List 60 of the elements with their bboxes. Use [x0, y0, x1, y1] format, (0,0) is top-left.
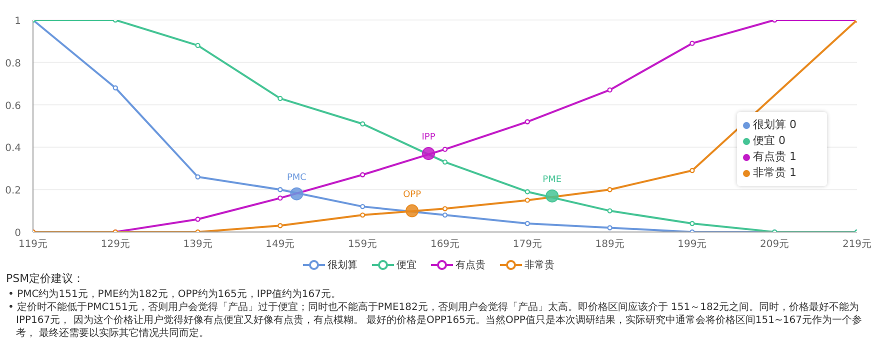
point — [607, 208, 612, 214]
x-tick-label: 159元 — [348, 239, 378, 250]
x-tick-label: 119元 — [18, 239, 48, 250]
legend-label: 有点贵 — [454, 258, 486, 272]
point — [690, 220, 695, 226]
x-tick-label: 189元 — [595, 239, 624, 250]
point — [524, 198, 530, 203]
point — [607, 187, 612, 192]
point — [524, 220, 530, 226]
point — [360, 212, 366, 218]
point — [195, 216, 200, 222]
legend-label: 非常贵 — [524, 258, 554, 272]
legend-label: 便宜 — [396, 258, 416, 272]
annotation: IPP — [422, 132, 436, 143]
point — [195, 174, 200, 180]
point — [360, 204, 366, 210]
y-tick-label: 0.6 — [5, 100, 21, 112]
x-tick-label: 209元 — [760, 239, 790, 250]
point — [442, 159, 448, 165]
point — [442, 146, 448, 152]
point — [360, 172, 366, 178]
x-tick-label: 179元 — [512, 239, 542, 250]
y-tick-label: 1 — [14, 16, 21, 27]
x-tick-label: 199元 — [678, 239, 707, 250]
annotation: OPP — [403, 190, 422, 200]
point — [442, 212, 448, 218]
y-tick-label: 0.2 — [5, 186, 21, 197]
x-tick-label: 149元 — [266, 239, 295, 250]
point — [360, 121, 366, 126]
annotation: 很划算 0 — [753, 117, 796, 133]
point — [195, 42, 200, 48]
point — [278, 195, 283, 201]
point — [112, 85, 118, 90]
text: PSM定价建议： — [6, 272, 86, 285]
y-tick-label: 0.4 — [5, 143, 21, 154]
annotation: 便宜 0 — [753, 133, 786, 149]
annotation: PMC — [286, 172, 306, 183]
point — [690, 40, 695, 46]
y-tick-label: 0 — [14, 228, 21, 239]
text: • 定价时不能低于PMC151元，否则用户会觉得「产品」过于便宜；同时也不能高于PME182元，否则用户会觉得「产品」太高。即价格区间应该介于 151～182元之间。同时，价格最好不能为IPP167元， 因为这个价格让用户觉得好像有点便宜又好像有点贵，有点模糊。 最好的价格是OPP165元。当然OPP值只是本次调研结果，实际研究中通常会将价格区间151~167元作为一个参考， 最终还需要以实际其它情况共同而定。 — [7, 301, 863, 340]
point — [524, 189, 530, 194]
text: • PMC约为151元，PME约为182元，OPP约为165元，IPP值约为167元。 — [7, 288, 342, 301]
line-series — [33, 20, 857, 232]
annotation: PME — [542, 174, 562, 185]
point — [278, 96, 283, 102]
annotation: 有点贵 1 — [753, 149, 796, 165]
y-tick-label: 0.8 — [5, 58, 21, 70]
x-tick-label: 139元 — [183, 239, 212, 250]
x-tick-label: 129元 — [100, 239, 130, 250]
x-tick-label: 219元 — [842, 239, 872, 250]
point — [607, 225, 612, 230]
x-tick-label: 169元 — [430, 239, 460, 250]
legend-label: 很划算 — [326, 258, 358, 272]
point — [607, 87, 612, 93]
point — [442, 206, 448, 212]
point — [278, 187, 283, 192]
point — [278, 223, 283, 228]
point — [524, 119, 530, 124]
point — [690, 168, 695, 174]
annotation: 非常贵 1 — [753, 165, 796, 181]
